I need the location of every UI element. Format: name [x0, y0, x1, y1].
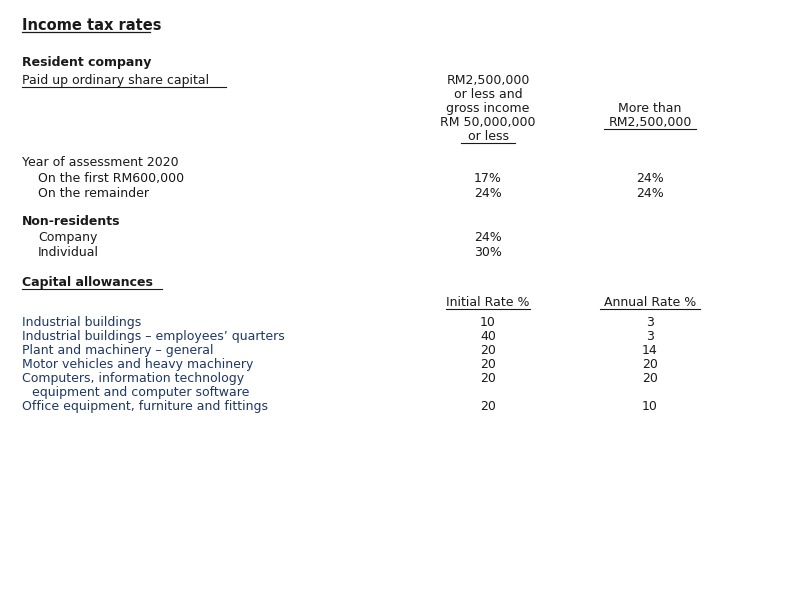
Text: 20: 20 [480, 400, 496, 413]
Text: or less and: or less and [454, 88, 523, 101]
Text: RM 50,000,000: RM 50,000,000 [440, 116, 536, 129]
Text: Motor vehicles and heavy machinery: Motor vehicles and heavy machinery [22, 358, 253, 371]
Text: 24%: 24% [636, 187, 664, 200]
Text: RM2,500,000: RM2,500,000 [446, 74, 530, 87]
Text: 20: 20 [480, 344, 496, 357]
Text: On the first RM600,000: On the first RM600,000 [38, 172, 184, 185]
Text: 10: 10 [480, 316, 496, 329]
Text: 3: 3 [646, 316, 654, 329]
Text: Individual: Individual [38, 246, 99, 259]
Text: Industrial buildings: Industrial buildings [22, 316, 141, 329]
Text: 24%: 24% [474, 187, 502, 200]
Text: or less: or less [468, 130, 509, 143]
Text: Year of assessment 2020: Year of assessment 2020 [22, 156, 178, 169]
Text: 30%: 30% [474, 246, 502, 259]
Text: On the remainder: On the remainder [38, 187, 149, 200]
Text: Non-residents: Non-residents [22, 215, 120, 228]
Text: 17%: 17% [474, 172, 502, 185]
Text: Capital allowances: Capital allowances [22, 276, 152, 289]
Text: More than: More than [619, 102, 681, 115]
Text: RM2,500,000: RM2,500,000 [608, 116, 692, 129]
Text: Company: Company [38, 231, 97, 244]
Text: 20: 20 [642, 372, 658, 385]
Text: Annual Rate %: Annual Rate % [604, 296, 696, 309]
Text: Paid up ordinary share capital: Paid up ordinary share capital [22, 74, 209, 87]
Text: 3: 3 [646, 330, 654, 343]
Text: Plant and machinery – general: Plant and machinery – general [22, 344, 214, 357]
Text: Initial Rate %: Initial Rate % [446, 296, 530, 309]
Text: Office equipment, furniture and fittings: Office equipment, furniture and fittings [22, 400, 268, 413]
Text: equipment and computer software: equipment and computer software [32, 386, 249, 399]
Text: 14: 14 [642, 344, 658, 357]
Text: 20: 20 [642, 358, 658, 371]
Text: 20: 20 [480, 372, 496, 385]
Text: 24%: 24% [636, 172, 664, 185]
Text: 24%: 24% [474, 231, 502, 244]
Text: Industrial buildings – employees’ quarters: Industrial buildings – employees’ quarte… [22, 330, 285, 343]
Text: 40: 40 [480, 330, 496, 343]
Text: 10: 10 [642, 400, 658, 413]
Text: Resident company: Resident company [22, 56, 152, 69]
Text: Income tax rates: Income tax rates [22, 18, 161, 33]
Text: Computers, information technology: Computers, information technology [22, 372, 244, 385]
Text: 20: 20 [480, 358, 496, 371]
Text: gross income: gross income [446, 102, 530, 115]
